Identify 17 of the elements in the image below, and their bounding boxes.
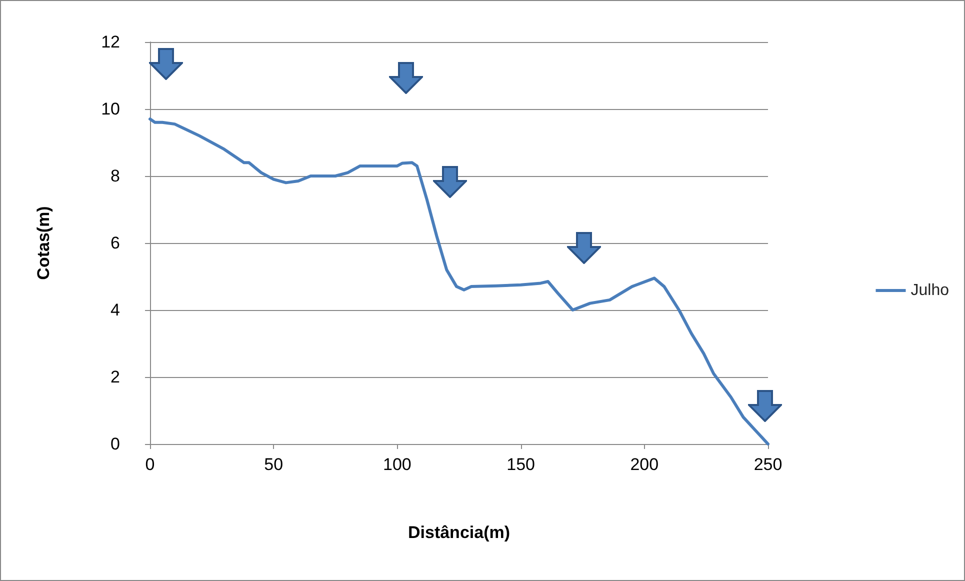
line-series — [148, 118, 770, 446]
x-tick-label: 100 — [383, 455, 412, 474]
y-tick-label: 6 — [110, 234, 120, 252]
legend-label: Julho — [910, 282, 950, 299]
y-tick-label: 12 — [101, 32, 120, 52]
x-tick-label: 150 — [506, 455, 535, 474]
y-tick-label: 8 — [110, 166, 120, 186]
x-tick-label: 250 — [754, 455, 782, 474]
y-tick-label: 2 — [110, 368, 120, 386]
x-tick-label: 200 — [630, 455, 659, 474]
x-axis-title: Distância(m) — [408, 523, 510, 542]
y-tick-label: 10 — [101, 100, 120, 118]
y-tick-label: 0 — [110, 434, 120, 454]
x-tick-label: 50 — [264, 455, 284, 474]
y-tick-label: 4 — [110, 300, 120, 320]
x-tick-label: 0 — [145, 455, 155, 474]
y-axis-title: Cotas(m) — [34, 206, 53, 280]
